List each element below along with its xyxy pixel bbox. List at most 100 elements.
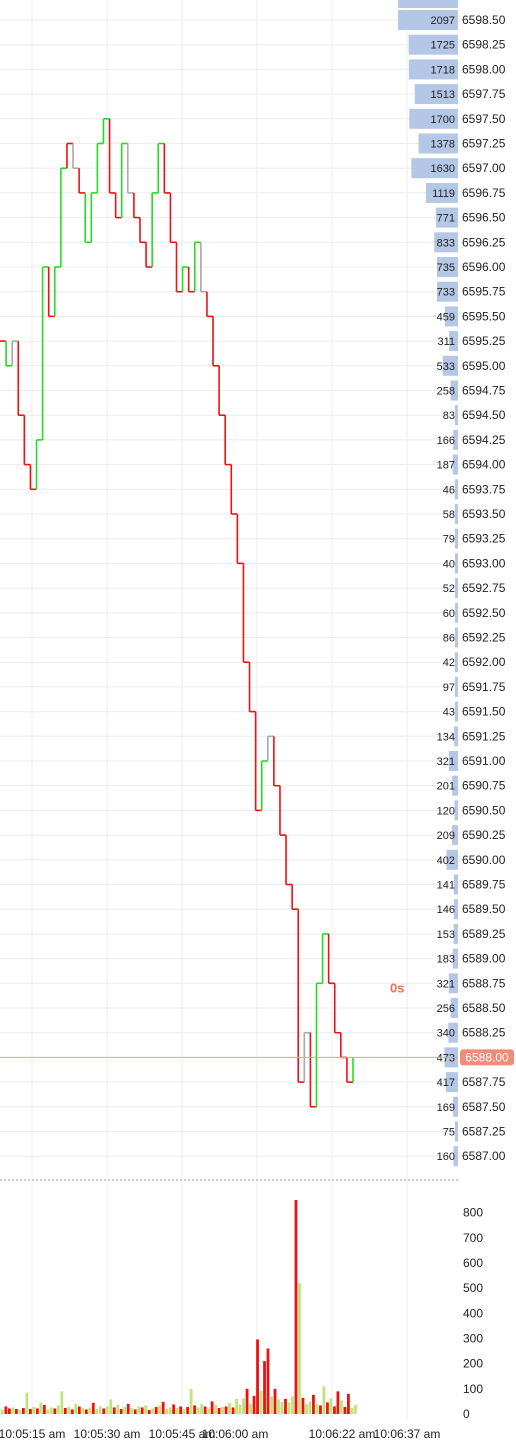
volume-bar (207, 1408, 211, 1414)
volume-bar (28, 1408, 32, 1414)
depth-value: 417 (437, 1077, 455, 1089)
depth-bar (408, 34, 458, 55)
depth-bar (436, 257, 458, 277)
depth-value: 79 (443, 534, 455, 546)
price-tick: 6593.25 (462, 532, 506, 546)
volume-bar (42, 1404, 46, 1414)
depth-bar (455, 479, 458, 500)
time-axis[interactable]: 10:05:15 am 10:05:30 am 10:05:45 am10:06:0… (0, 1427, 440, 1441)
time-tick: 10:06:37 am (374, 1427, 441, 1441)
depth-value: 473 (437, 1052, 455, 1064)
volume-bar (291, 1396, 294, 1414)
volume-bar (193, 1405, 197, 1414)
volume-bar (144, 1405, 148, 1414)
volume-bar (102, 1408, 106, 1414)
volume-bar (179, 1406, 183, 1414)
depth-value: 52 (443, 583, 455, 595)
depth-value: 340 (437, 1028, 455, 1040)
depth-bar (455, 405, 458, 426)
depth-value: 46 (443, 484, 455, 496)
volume-bar (88, 1407, 92, 1414)
depth-value: 1513 (431, 89, 455, 101)
price-tick: 6592.50 (462, 606, 506, 620)
depth-bar (425, 182, 458, 203)
volume-bar (46, 1409, 50, 1414)
volume-bar (319, 1405, 322, 1414)
volume-bar (280, 1401, 284, 1414)
volume-bar (270, 1396, 273, 1414)
volume-bar (56, 1405, 60, 1414)
volume-bar (305, 1403, 308, 1414)
price-tick: 6596.00 (462, 260, 506, 274)
volume-bar (214, 1404, 217, 1414)
volume-bar (221, 1406, 224, 1414)
volume-tick: 700 (463, 1231, 483, 1245)
volume-bar (347, 1393, 350, 1414)
depth-value: 321 (437, 978, 455, 990)
price-tick: 6598.00 (462, 62, 506, 76)
depth-value: 1630 (431, 163, 455, 175)
depth-bar (448, 1022, 458, 1043)
price-tick: 6594.75 (462, 384, 506, 398)
depth-value: 402 (437, 855, 455, 867)
last-price-label: 6588.00 (465, 1050, 509, 1064)
price-axis[interactable]: 6598.50 6598.25 6598.00 6597.75 6597.50 6597.… (462, 13, 506, 1163)
depth-bar (448, 751, 458, 771)
volume-bar (189, 1388, 193, 1414)
volume-bar (273, 1388, 277, 1414)
price-tick: 6595.00 (462, 359, 506, 373)
volume-bar (130, 1407, 134, 1414)
depth-bar (455, 553, 458, 574)
price-tick: 6591.00 (462, 754, 506, 768)
volume-bar (326, 1402, 329, 1414)
depth-value: 146 (437, 904, 455, 916)
volume-bar (252, 1395, 256, 1414)
price-tick: 6590.00 (462, 853, 506, 867)
volume-bar (60, 1391, 64, 1414)
depth-bar (454, 726, 458, 747)
price-tick: 6596.25 (462, 235, 506, 249)
volume-bar (182, 1408, 186, 1414)
volume-bar (343, 1406, 347, 1414)
depth-value: 86 (443, 633, 455, 645)
depth-bar (408, 59, 458, 80)
depth-value: 771 (437, 213, 455, 225)
volume-bar (154, 1406, 158, 1414)
volume-bar (4, 1406, 8, 1414)
volume-bar (333, 1406, 336, 1414)
price-tick: 6598.50 (462, 13, 506, 27)
volume-bar (81, 1407, 85, 1414)
price-tick: 6587.00 (462, 1149, 506, 1163)
depth-value: 733 (437, 287, 455, 299)
volume-axis: 0 100 200 300 400 500 600 700 800 (463, 1206, 483, 1421)
candle-countdown: 0s (390, 980, 404, 995)
time-tick: 10:06:22 am (309, 1427, 376, 1441)
volume-bar (336, 1391, 340, 1414)
depth-bar (409, 108, 458, 129)
depth-bar (450, 380, 458, 401)
depth-value: 311 (437, 336, 455, 348)
depth-bar (453, 429, 458, 450)
volume-bar (315, 1403, 319, 1414)
depth-value: 134 (437, 731, 455, 743)
depth-bar (455, 602, 458, 623)
volume-tick: 800 (463, 1206, 483, 1220)
time-tick: 10:06:00 am (202, 1427, 269, 1441)
depth-value: 58 (443, 509, 455, 521)
price-tick: 6593.00 (462, 556, 506, 570)
volume-bar (242, 1398, 245, 1414)
volume-bar (161, 1401, 165, 1414)
volume-bar (91, 1402, 95, 1414)
depth-bar (455, 701, 458, 722)
depth-value: 43 (443, 707, 455, 719)
volume-bar (35, 1408, 39, 1414)
depth-value: 97 (443, 682, 455, 694)
volume-bar (147, 1409, 151, 1414)
depth-bar (446, 849, 458, 870)
price-tick: 6598.25 (462, 38, 506, 52)
depth-value: 120 (437, 805, 455, 817)
price-tick: 6591.25 (462, 729, 506, 743)
depth-bar (453, 1096, 458, 1117)
volume-tick: 200 (463, 1357, 483, 1371)
